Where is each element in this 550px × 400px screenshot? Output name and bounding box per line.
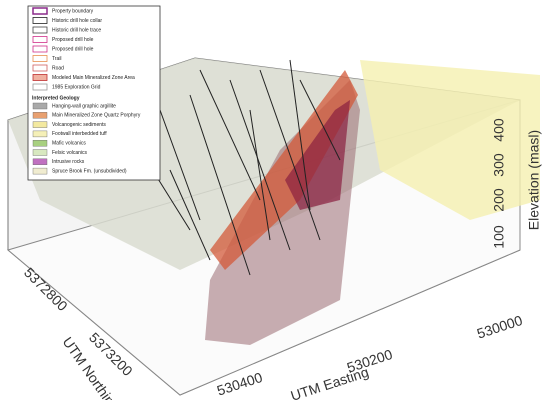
legend-swatch [32,158,48,166]
yellow-unit [360,60,540,220]
legend-swatch [32,121,48,128]
legend-label: Historic drill hole collar [52,18,102,24]
ore-body [285,100,350,210]
legend-label: Road [52,65,64,71]
legend-swatch [32,167,48,175]
elevation-tick: 300 [491,153,507,177]
legend-label: Proposed drill hole [52,37,94,43]
legend-label: Proposed drill hole [52,46,94,52]
legend-label: Volcanogenic sediments [52,122,106,128]
legend-label: Trail [52,56,62,62]
easting-label: UTM Easting [289,364,371,400]
legend-label: Property boundary [52,8,94,14]
elevation-label: Elevation (masl) [526,130,542,230]
legend-label: Intrusive rocks [52,159,85,165]
legend-swatch [32,102,48,110]
legend-swatch [32,45,48,53]
legend-swatch [32,7,48,15]
easting-tick: 530000 [475,312,525,342]
legend-swatch [32,112,48,119]
elevation-tick: 100 [491,225,507,249]
legend-swatch [32,64,48,72]
legend-swatch [32,55,48,62]
legend-swatch [32,83,48,91]
drill-holes [139,59,341,276]
legend-heading: Interpreted Geology [32,95,80,101]
legend-label: Modeled Main Mineralized Zone Area [52,75,135,81]
legend-box [27,5,161,181]
legend-swatch [32,149,48,156]
legend-label: 1985 Exploration Grid [52,84,101,90]
legend-swatch [32,36,48,43]
mineralized-zone [210,70,358,270]
legend-label: Hanging-wall graphic argillite [52,103,116,109]
legend-label: Historic drill hole trace [52,27,101,33]
elevation-tick: 400 [491,118,507,142]
legend-swatch [32,74,48,81]
legend-label: Spruce Brook Fm. (unsubdivided) [52,168,127,174]
legend-swatch [32,139,48,147]
legend-swatch [32,130,48,138]
legend-swatch [32,17,48,24]
legend-label: Mafic volcanics [52,141,86,147]
elevation-tick: 200 [491,188,507,212]
legend-label: Felsic volcanics [52,150,88,156]
legend-swatch [32,26,48,34]
legend-label: Footwall interbedded tuff [52,131,107,137]
legend-label: Main Mineralized Zone Quartz Porphyry [52,113,141,119]
